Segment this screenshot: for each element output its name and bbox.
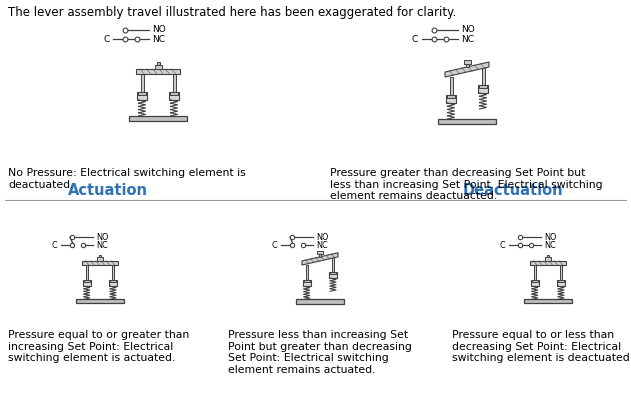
Bar xyxy=(547,255,549,257)
Text: NO: NO xyxy=(316,233,329,242)
Bar xyxy=(464,60,471,64)
Text: NC: NC xyxy=(544,241,556,250)
Bar xyxy=(560,265,562,279)
Text: NC: NC xyxy=(96,241,108,250)
Bar xyxy=(129,116,187,121)
Bar xyxy=(83,279,90,282)
Bar xyxy=(524,299,572,304)
Bar xyxy=(557,279,565,286)
Bar xyxy=(449,77,452,95)
Text: Pressure equal to or greater than
increasing Set Point: Electrical
switching ele: Pressure equal to or greater than increa… xyxy=(8,330,189,363)
Bar xyxy=(319,254,321,257)
Bar xyxy=(156,62,160,65)
Bar xyxy=(531,279,539,286)
Bar xyxy=(109,279,117,286)
Bar xyxy=(534,265,536,279)
Bar xyxy=(170,92,178,95)
Text: The lever assembly travel illustrated here has been exaggerated for clarity.: The lever assembly travel illustrated he… xyxy=(8,6,456,19)
Bar xyxy=(305,265,308,280)
Text: C: C xyxy=(412,34,418,43)
Text: NO: NO xyxy=(461,26,475,34)
Bar xyxy=(112,265,114,279)
Text: C: C xyxy=(52,241,58,250)
Text: Pressure equal to or less than
decreasing Set Point: Electrical
switching elemen: Pressure equal to or less than decreasin… xyxy=(452,330,631,363)
Bar xyxy=(478,85,488,93)
Bar xyxy=(110,279,116,282)
Text: NC: NC xyxy=(152,34,165,43)
Text: Pressure greater than decreasing Set Point but
less than increasing Set Point. E: Pressure greater than decreasing Set Poi… xyxy=(330,168,603,201)
Bar xyxy=(481,67,485,85)
Bar xyxy=(317,251,323,254)
Bar xyxy=(466,64,468,67)
Bar xyxy=(304,280,310,282)
Bar xyxy=(447,95,455,98)
Bar xyxy=(97,257,103,261)
Bar xyxy=(330,271,336,274)
Text: C: C xyxy=(500,241,506,250)
Polygon shape xyxy=(302,253,338,265)
Bar xyxy=(332,257,334,271)
Text: No Pressure: Electrical switching element is
deactuated.: No Pressure: Electrical switching elemen… xyxy=(8,168,245,190)
Bar xyxy=(136,69,180,74)
Bar xyxy=(155,65,162,69)
Text: NO: NO xyxy=(544,233,557,242)
Text: NO: NO xyxy=(152,26,166,34)
Bar xyxy=(479,85,487,88)
Text: NO: NO xyxy=(96,233,109,242)
Text: NC: NC xyxy=(461,34,474,43)
Text: C: C xyxy=(103,34,109,43)
Bar xyxy=(76,299,124,304)
Text: Deactuation: Deactuation xyxy=(463,183,563,198)
Bar xyxy=(141,74,143,92)
Bar xyxy=(138,92,146,95)
Polygon shape xyxy=(445,62,489,77)
Bar xyxy=(438,119,496,124)
Bar xyxy=(530,261,566,265)
Text: C: C xyxy=(272,241,278,250)
Bar xyxy=(82,261,118,265)
Bar xyxy=(329,271,337,278)
Bar xyxy=(172,74,175,92)
Bar xyxy=(137,92,147,100)
Bar xyxy=(545,257,551,261)
Text: Pressure less than increasing Set
Point but greater than decreasing
Set Point: E: Pressure less than increasing Set Point … xyxy=(228,330,412,375)
Bar xyxy=(531,279,538,282)
Bar xyxy=(99,255,101,257)
Bar xyxy=(446,95,456,103)
Text: NC: NC xyxy=(316,241,328,250)
Bar xyxy=(83,279,91,286)
Bar xyxy=(296,300,344,304)
Bar xyxy=(169,92,179,100)
Bar xyxy=(303,280,311,286)
Text: Actuation: Actuation xyxy=(68,183,148,198)
Bar xyxy=(558,279,564,282)
Bar xyxy=(86,265,88,279)
